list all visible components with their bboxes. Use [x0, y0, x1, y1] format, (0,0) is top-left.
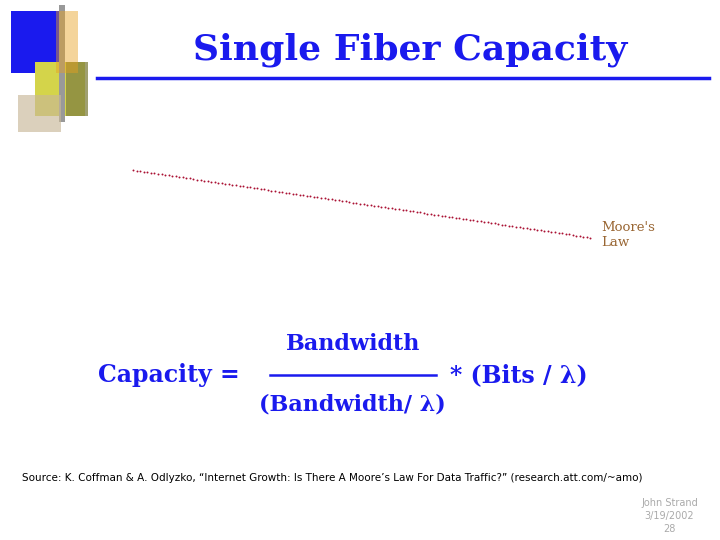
Bar	[35, 62, 85, 116]
Text: Moore's
Law: Moore's Law	[601, 221, 655, 249]
Text: Single Fiber Capacity: Single Fiber Capacity	[193, 32, 628, 67]
Bar	[66, 62, 88, 116]
Text: Bandwidth: Bandwidth	[286, 333, 420, 355]
Text: * (Bits / λ): * (Bits / λ)	[450, 363, 588, 387]
Bar	[18, 94, 61, 132]
Text: John Strand
3/19/2002
28: John Strand 3/19/2002 28	[642, 497, 698, 534]
Text: Capacity =: Capacity =	[99, 363, 248, 387]
Text: Source: K. Coffman & A. Odlyzko, “Internet Growth: Is There A Moore’s Law For Da: Source: K. Coffman & A. Odlyzko, “Intern…	[22, 473, 642, 483]
Text: (Bandwidth/ λ): (Bandwidth/ λ)	[259, 394, 446, 416]
Bar	[11, 11, 61, 73]
Bar	[56, 11, 78, 73]
Bar	[59, 5, 65, 122]
